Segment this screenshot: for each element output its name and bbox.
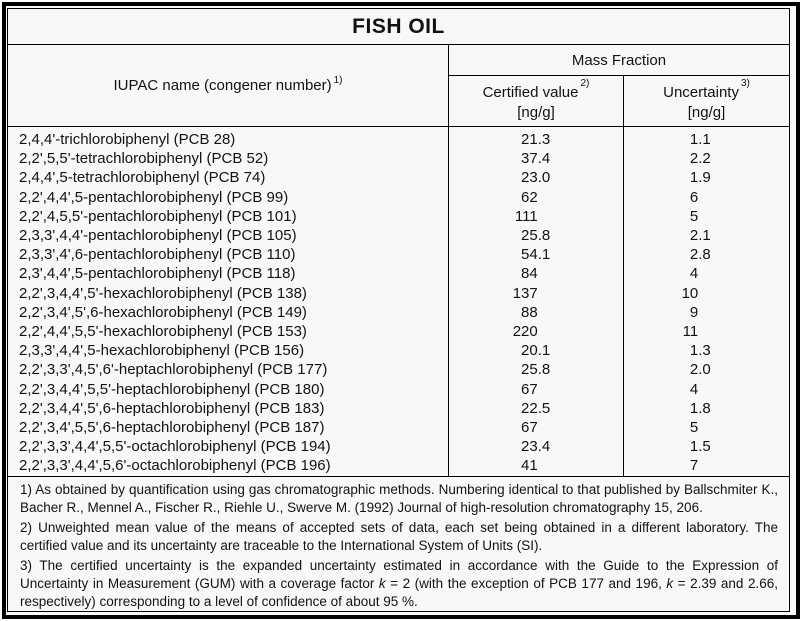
uncertainty-value: 2.8 — [689, 246, 711, 264]
uncertainty-value: 1.3 — [689, 342, 711, 360]
table-row-name: 2,2',3,3',4,5',6'-heptachlorobiphenyl (P… — [19, 361, 328, 379]
table-row-name: 2,2',3,4,4',5',6-heptachlorobiphenyl (PC… — [19, 399, 325, 417]
column-header-iupac: IUPAC name (congener number) 1) — [8, 45, 448, 126]
table-row-name: 2,4,4'-trichlorobiphenyl (PCB 28) — [19, 131, 236, 148]
table-row-name: 2,3',4,4',5-pentachlorobiphenyl (PCB 118… — [19, 265, 296, 283]
footnote-ref-3: 3) — [740, 78, 750, 89]
table-title: FISH OIL — [8, 9, 789, 45]
table-row-name: 2,2',3,4,4',5'-hexachlorobiphenyl (PCB 1… — [19, 284, 307, 302]
mass-fraction-label: Mass Fraction — [571, 51, 667, 69]
table-row-name: 2,2',3,3',4,4',5,5'-octachlorobiphenyl (… — [19, 438, 331, 456]
uncertainty-label: Uncertainty — [663, 84, 739, 101]
certified-value: 25.8 — [521, 227, 551, 245]
footnotes-section: 1) As obtained by quantification using g… — [8, 477, 789, 611]
certified-value-unit: [ng/g] — [517, 104, 555, 121]
footnote: 1) As obtained by quantification using g… — [20, 481, 778, 515]
uncertainty-value: 1.1 — [689, 131, 711, 148]
uncertainty-value: 2.2 — [689, 150, 711, 168]
footnote-ref-1: 1) — [333, 75, 343, 86]
certified-value: 54.1 — [521, 246, 551, 264]
table-row-name: 2,2',4,4',5,5'-hexachlorobiphenyl (PCB 1… — [19, 323, 307, 341]
table-header: IUPAC name (congener number) 1) Mass Frac… — [8, 45, 789, 127]
certified-value: 21.3 — [521, 131, 551, 148]
column-header-certified-value: Certified value2) [ng/g] — [448, 76, 623, 126]
uncertainty-value: 1.5 — [689, 438, 711, 456]
certified-value: 111 — [514, 207, 538, 225]
uncertainty-value: 9 — [689, 303, 699, 321]
uncertainty-list: 1.1 2.2 1.9 6 5 2.1 2.8 4 10 9 11 1.3 2.0 4 1.8 5 1.5 7 — [623, 127, 789, 476]
footnote-ref-2: 2) — [580, 78, 590, 89]
uncertainty-value: 4 — [689, 380, 699, 398]
iupac-header-label: IUPAC name (congener number) — [113, 77, 332, 94]
certified-value: 88 — [521, 303, 538, 321]
table-row-name: 2,2',4,4',5-pentachlorobiphenyl (PCB 99) — [19, 188, 289, 206]
uncertainty-value: 11 — [682, 323, 699, 341]
table-row-name: 2,2',3,4',5,5',6-heptachlorobiphenyl (PC… — [19, 419, 325, 437]
certified-value: 84 — [521, 265, 538, 283]
uncertainty-value: 2.0 — [689, 361, 711, 379]
table-row-name: 2,3,3',4,4'-pentachlorobiphenyl (PCB 105… — [19, 227, 297, 245]
certified-value: 20.1 — [521, 342, 551, 360]
table-body: 2,4,4'-trichlorobiphenyl (PCB 28) 2,2',5,… — [8, 127, 789, 477]
column-header-uncertainty: Uncertainty3) [ng/g] — [623, 76, 789, 126]
uncertainty-value: 5 — [689, 207, 699, 225]
certified-value: 137 — [512, 284, 538, 302]
certified-value: 67 — [521, 380, 538, 398]
uncertainty-value: 1.9 — [689, 169, 711, 187]
certified-value: 22.5 — [521, 399, 551, 417]
table-row-name: 2,2',4,5,5'-pentachlorobiphenyl (PCB 101… — [19, 207, 297, 225]
table-row-name: 2,4,4',5-tetrachlorobiphenyl (PCB 74) — [19, 169, 266, 187]
table-row-name: 2,2',3,3',4,4',5,6'-octachlorobiphenyl (… — [19, 457, 331, 475]
certificate-table: FISH OIL IUPAC name (congener number) 1) … — [7, 8, 790, 612]
certified-value: 220 — [512, 323, 538, 341]
certified-value: 25.8 — [521, 361, 551, 379]
table-row-name: 2,2',5,5'-tetrachlorobiphenyl (PCB 52) — [19, 150, 269, 168]
column-group-mass-fraction: Mass Fraction — [448, 45, 789, 76]
uncertainty-value: 6 — [689, 188, 699, 206]
table-row-name: 2,2',3,4,4',5,5'-heptachlorobiphenyl (PC… — [19, 380, 325, 398]
uncertainty-value: 2.1 — [689, 227, 711, 245]
certified-value-label: Certified value — [482, 84, 579, 101]
uncertainty-unit: [ng/g] — [687, 104, 726, 121]
footnote: 2) Unweighted mean value of the means of… — [20, 519, 778, 553]
certified-value: 41 — [521, 457, 538, 475]
footnote: 3) The certified uncertainty is the expa… — [20, 557, 778, 609]
uncertainty-value: 10 — [681, 284, 699, 302]
certified-value-list: 21.3 37.4 23.0 62 111 25.8 54.1 84 137 88 220 20.1 2… — [448, 127, 623, 476]
uncertainty-value: 5 — [689, 419, 699, 437]
certified-value: 67 — [521, 419, 538, 437]
certified-value: 23.4 — [521, 438, 551, 456]
uncertainty-value: 7 — [689, 457, 699, 475]
uncertainty-value: 1.8 — [689, 399, 711, 417]
table-row-name: 2,3,3',4',6-pentachlorobiphenyl (PCB 110… — [19, 246, 296, 264]
certified-value: 37.4 — [521, 150, 551, 168]
iupac-name-list: 2,4,4'-trichlorobiphenyl (PCB 28) 2,2',5,… — [8, 127, 448, 476]
table-row-name: 2,3,3',4,4',5-hexachlorobiphenyl (PCB 15… — [19, 342, 305, 360]
uncertainty-value: 4 — [689, 265, 699, 283]
certified-value: 23.0 — [521, 169, 551, 187]
table-row-name: 2,2',3,4',5',6-hexachlorobiphenyl (PCB 1… — [19, 303, 307, 321]
certified-value: 62 — [521, 188, 538, 206]
